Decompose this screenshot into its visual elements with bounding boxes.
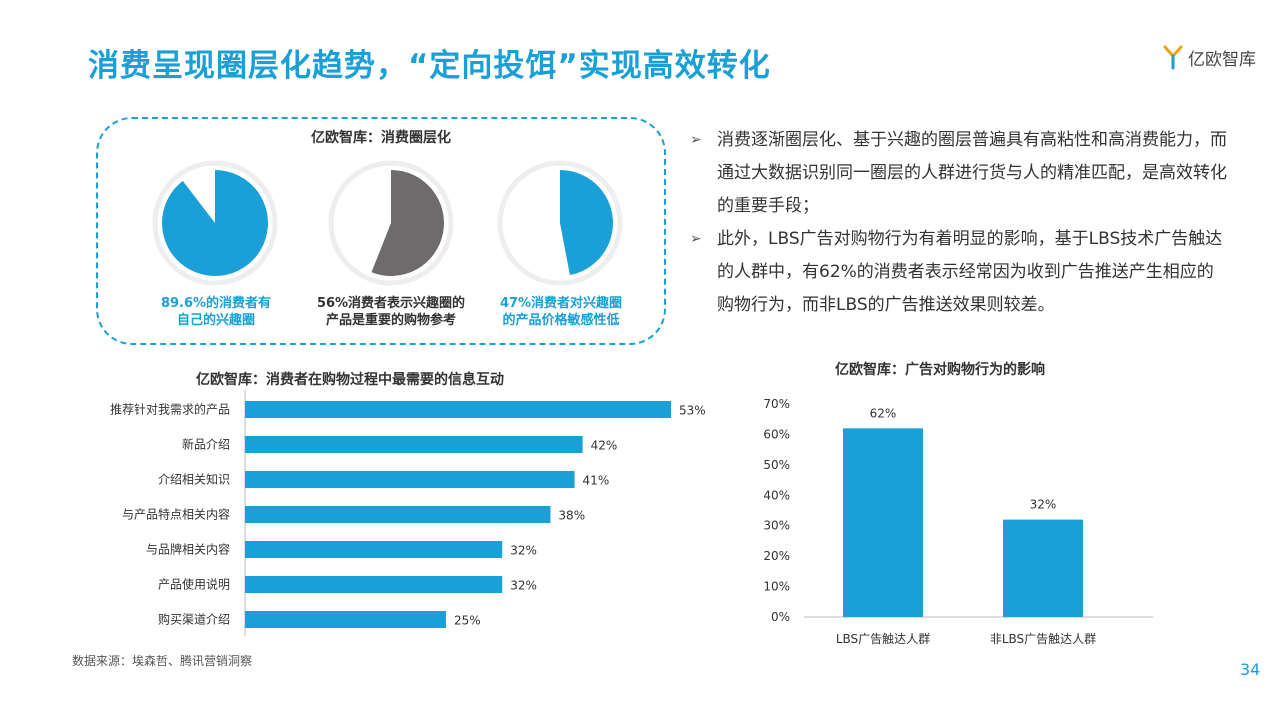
data-source: 数据来源：埃森哲、腾讯营销洞察 xyxy=(72,654,253,668)
vbar-tick-label: 30% xyxy=(763,519,790,533)
page-title: 消费呈现圈层化趋势，“定向投饵”实现高效转化 xyxy=(88,48,771,84)
vbar-tick-label: 40% xyxy=(763,488,790,502)
hbar-category-label: 新品介绍 xyxy=(182,437,230,452)
info-interaction-bar-chart: 推荐针对我需求的产品 53% 新品介绍 42% 介绍相关知识 41% 与产品特点相关内容 38… xyxy=(110,390,706,636)
vbar-value-label: 62% xyxy=(870,406,897,420)
hbar-value-label: 53% xyxy=(679,404,706,418)
hbar-value-label: 42% xyxy=(591,439,618,453)
vbar-value-label: 32% xyxy=(1030,498,1057,512)
vbar-chart-title: 亿欧智库：广告对购物行为的影响 xyxy=(835,362,1045,378)
vbar-bar xyxy=(1003,519,1083,617)
vbar-category-label: LBS广告触达人群 xyxy=(836,632,930,646)
pie-label-0: 89.6%的消费者有 自己的兴趣圈 xyxy=(160,296,272,328)
hbar-value-label: 41% xyxy=(583,474,610,488)
vbar-tick-label: 70% xyxy=(763,397,790,411)
bullet-list: ➢ 消费逐渐圈层化、基于兴趣的圈层普遍具有高粘性和高消费能力，而通过大数据识别同… xyxy=(690,124,1230,322)
hbar-category-label: 产品使用说明 xyxy=(158,577,230,592)
pie-chart-interest-circle xyxy=(152,160,278,286)
panel-title: 亿欧智库：消费圈层化 xyxy=(311,130,451,146)
pie-slice xyxy=(371,170,444,276)
pie-chart-shopping-reference xyxy=(328,160,454,286)
ad-impact-bar-chart: 0% 10% 20% 30% 40% 50% 60% 70% 62% LBS广告触达人群 32% 非L… xyxy=(763,397,1153,646)
pie-label-1: 56%消费者表示兴趣圈的 产品是重要的购物参考 xyxy=(316,296,466,328)
arrow-bullet-icon: ➢ xyxy=(690,132,702,148)
vbar-bar xyxy=(843,428,923,617)
hbar-value-label: 38% xyxy=(558,509,585,523)
vbar-tick-label: 20% xyxy=(763,549,790,563)
hbar-category-label: 购买渠道介绍 xyxy=(158,612,230,627)
interest-circle-panel: 亿欧智库：消费圈层化 xyxy=(96,117,666,345)
pie-slice xyxy=(162,170,269,276)
hbar-value-label: 25% xyxy=(454,614,481,628)
hbar-category-label: 推荐针对我需求的产品 xyxy=(110,402,230,417)
hbar-chart-title: 亿欧智库：消费者在购物过程中最需要的信息互动 xyxy=(196,372,504,388)
bullet-item: ➢ 此外，LBS广告对购物行为有着明显的影响，基于LBS技术广告触达的人群中，有… xyxy=(690,223,1230,322)
pie-slice xyxy=(560,170,613,276)
hbar-bar xyxy=(245,401,671,418)
vbar-tick-label: 10% xyxy=(763,580,790,594)
arrow-bullet-icon: ➢ xyxy=(690,231,702,247)
vbar-category-label: 非LBS广告触达人群 xyxy=(990,632,1096,646)
hbar-category-label: 与产品特点相关内容 xyxy=(122,507,230,522)
hbar-bar xyxy=(245,611,446,628)
vbar-tick-label: 50% xyxy=(763,458,790,472)
hbar-bar xyxy=(245,576,503,593)
hbar-category-label: 与品牌相关内容 xyxy=(146,542,230,557)
hbar-bar xyxy=(245,471,575,488)
hbar-value-label: 32% xyxy=(510,579,537,593)
hbar-category-label: 介绍相关知识 xyxy=(158,473,230,487)
vbar-tick-label: 60% xyxy=(763,427,790,441)
pie-label-2: 47%消费者对兴趣圈 的产品价格敏感性低 xyxy=(499,296,623,328)
hbar-bar xyxy=(245,541,503,558)
bullet-item: ➢ 消费逐渐圈层化、基于兴趣的圈层普遍具有高粘性和高消费能力，而通过大数据识别同… xyxy=(690,124,1230,223)
brand-logo: 亿欧智库 xyxy=(1162,44,1256,70)
logo-icon xyxy=(1163,45,1183,70)
hbar-bar xyxy=(245,506,551,523)
pie-chart-price-sensitivity xyxy=(497,160,623,286)
vbar-tick-label: 0% xyxy=(771,610,790,624)
logo-text: 亿欧智库 xyxy=(1188,49,1256,70)
hbar-bar xyxy=(245,436,583,453)
page-number: 34 xyxy=(1240,660,1261,679)
hbar-value-label: 32% xyxy=(510,544,537,558)
